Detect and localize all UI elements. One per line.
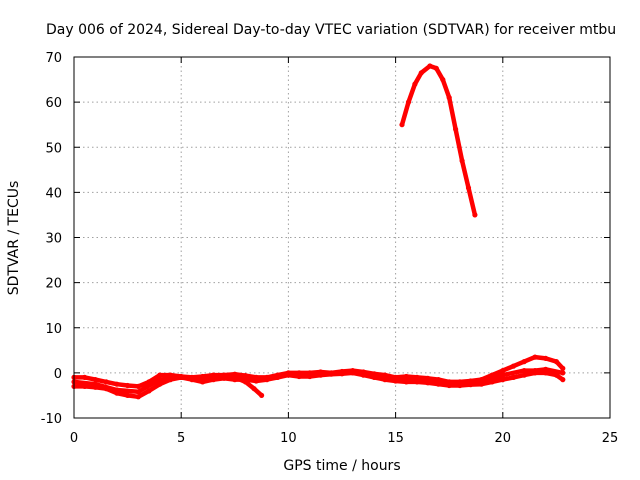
data-point [371, 373, 377, 379]
data-point [446, 95, 452, 101]
y-tick-label: 20 [45, 277, 62, 292]
data-point [221, 374, 227, 380]
data-point [532, 354, 538, 360]
data-point [259, 392, 265, 398]
grid-lines [74, 57, 610, 418]
data-point [427, 63, 433, 69]
data-point [510, 374, 517, 380]
series-tail-8h [234, 376, 264, 398]
data-point [114, 387, 120, 393]
data-point [414, 377, 420, 383]
data-point [399, 122, 405, 128]
data-point [560, 370, 566, 376]
data-point [251, 386, 257, 392]
data-point [114, 381, 120, 387]
data-point [307, 372, 313, 378]
data-point [472, 212, 478, 218]
data-point [435, 379, 442, 385]
data-point [92, 381, 98, 387]
data-point [521, 368, 527, 374]
data-point [125, 382, 131, 389]
x-tick-label: 15 [387, 431, 404, 446]
data-point [405, 99, 412, 105]
data-point [510, 363, 517, 369]
data-point [157, 372, 163, 378]
data-point [285, 371, 291, 377]
data-point [393, 376, 399, 382]
data-point [459, 158, 465, 164]
data-point [125, 392, 131, 398]
series-peak-arc [399, 63, 478, 218]
data-point [135, 394, 141, 400]
data-point [200, 376, 206, 382]
data-point [146, 388, 152, 394]
data-point [478, 379, 484, 385]
data-point [457, 381, 463, 387]
y-tick-label: 10 [45, 322, 62, 337]
data-point [560, 377, 566, 383]
data-point [178, 374, 184, 380]
data-point [500, 372, 506, 378]
data-point [328, 370, 334, 376]
ticks: 0 5 10 15 20 25 -10 0 10 20 30 40 50 60 70 [41, 51, 619, 446]
x-tick-label: 0 [70, 431, 78, 446]
data-point [453, 126, 459, 132]
data-point [543, 366, 549, 372]
data-point [465, 185, 472, 191]
x-axis-title: GPS time / hours [283, 458, 400, 474]
data-point [242, 374, 249, 380]
series-layer [71, 63, 566, 400]
data-point [560, 365, 566, 371]
y-axis-title: SDTVAR / TECUs [6, 181, 22, 296]
data-point [242, 379, 249, 385]
data-point [157, 377, 163, 383]
data-point [135, 383, 141, 389]
data-point [521, 359, 527, 365]
x-tick-label: 5 [177, 431, 185, 446]
x-tick-label: 10 [280, 431, 297, 446]
data-point [433, 65, 439, 71]
data-point [412, 81, 418, 87]
data-point [500, 368, 506, 374]
y-tick-label: 60 [45, 96, 62, 111]
data-point [440, 77, 446, 83]
chart-title: Day 006 of 2024, Sidereal Day-to-day VTE… [46, 22, 616, 38]
x-tick-label: 25 [602, 431, 619, 446]
x-tick-label: 20 [495, 431, 512, 446]
y-tick-label: 30 [45, 232, 62, 247]
y-tick-label: 50 [45, 141, 62, 156]
data-point [532, 368, 538, 374]
data-point [418, 70, 424, 76]
data-point [264, 375, 270, 381]
y-tick-label: 40 [45, 186, 62, 201]
data-point [92, 377, 98, 383]
data-point [500, 377, 506, 383]
y-tick-label: 0 [54, 367, 62, 382]
data-point [553, 359, 560, 365]
data-point [234, 375, 240, 381]
data-point [350, 369, 356, 375]
data-point [135, 389, 141, 395]
data-point [521, 372, 527, 378]
y-tick-label: 70 [45, 51, 62, 66]
data-point [543, 355, 549, 361]
data-point [103, 379, 109, 385]
data-point [82, 374, 88, 380]
y-tick-label: -10 [41, 412, 62, 427]
